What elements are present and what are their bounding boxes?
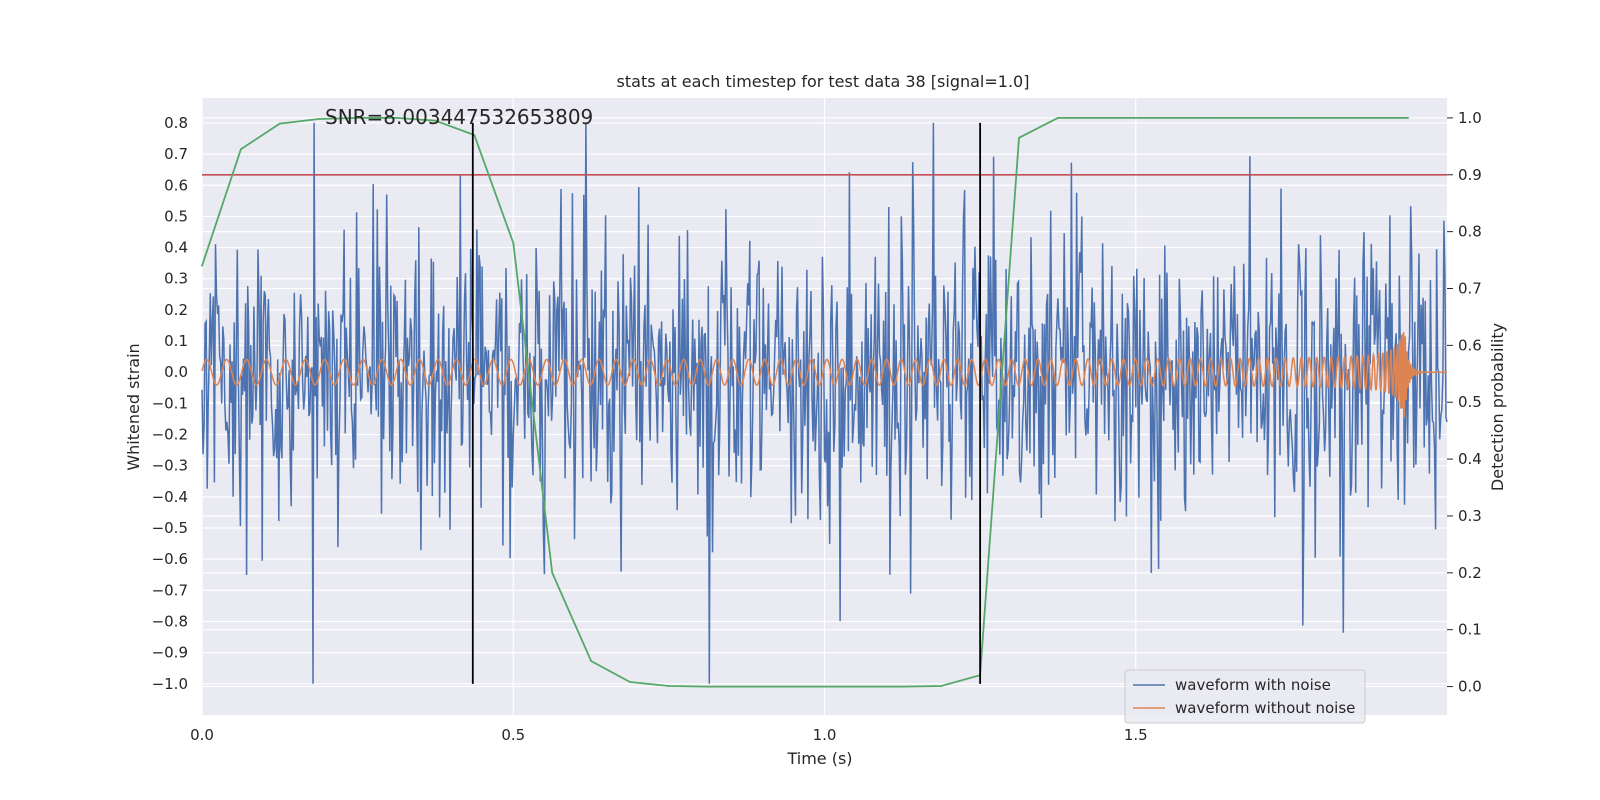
probability-point xyxy=(1368,117,1371,119)
y-right-tick-label: 0.7 xyxy=(1458,280,1482,298)
y-left-tick-label: −0.8 xyxy=(152,613,188,631)
y-right-tick-label: 0.6 xyxy=(1458,336,1482,354)
probability-point xyxy=(1407,117,1409,119)
probability-point xyxy=(706,685,709,688)
y-right-tick-label: 0.4 xyxy=(1458,450,1482,468)
probability-point xyxy=(901,685,904,688)
chart-title: stats at each timestep for test data 38 … xyxy=(617,72,1030,91)
x-axis-label: Time (s) xyxy=(786,749,852,768)
y-left-tick-label: −0.6 xyxy=(152,550,188,568)
clean-waveform-line xyxy=(201,332,1447,418)
probability-point xyxy=(784,685,787,688)
x-tick-label: 1.5 xyxy=(1124,726,1148,744)
vertical-markers xyxy=(471,122,982,684)
probability-point xyxy=(434,119,437,122)
probability-point xyxy=(278,122,281,125)
x-tick-label: 1.0 xyxy=(813,726,837,744)
probability-point xyxy=(1329,117,1332,119)
y-left-tick-label: −0.9 xyxy=(152,644,188,662)
probability-point xyxy=(240,148,242,151)
y-left-tick-label: 0.0 xyxy=(164,363,188,381)
probability-point xyxy=(1095,117,1098,119)
probability-point xyxy=(395,117,398,119)
y-right-tick-label: 0.1 xyxy=(1458,621,1482,639)
legend-label-waveform-with-noise: waveform with noise xyxy=(1175,676,1331,694)
probability-point xyxy=(862,685,865,688)
y-right-tick-label: 0.8 xyxy=(1458,223,1482,241)
y-left-tick-label: −0.4 xyxy=(152,488,188,506)
y-left-tick-label: −0.1 xyxy=(152,394,188,412)
probability-point xyxy=(1057,117,1059,119)
legend: waveform with noise waveform without noi… xyxy=(1124,669,1366,724)
probability-point xyxy=(473,134,476,136)
y-right-tick-label: 0.2 xyxy=(1458,564,1482,582)
probability-point xyxy=(551,571,554,574)
probability-point xyxy=(512,242,515,244)
y-left-tick-label: 0.1 xyxy=(164,332,188,350)
y-left-tick-label: 0.7 xyxy=(164,145,188,163)
probability-point xyxy=(590,660,592,662)
probability-point xyxy=(1134,117,1137,119)
probability-point xyxy=(1018,136,1020,139)
probability-line xyxy=(201,117,1409,688)
x-tick-label: 0.5 xyxy=(501,726,525,744)
y-right-tick-label: 1.0 xyxy=(1458,109,1482,127)
left-y-axis-label: Whitened strain xyxy=(124,343,143,470)
y-left-tick-label: 0.3 xyxy=(164,270,188,288)
y-right-tick-label: 0.0 xyxy=(1458,678,1482,696)
probability-point xyxy=(1173,117,1176,119)
y-left-tick-label: 0.2 xyxy=(164,301,188,319)
legend-box xyxy=(1124,669,1366,724)
x-tick-label: 0.0 xyxy=(190,726,214,744)
probability-point xyxy=(629,681,631,683)
probability-point xyxy=(1290,117,1293,119)
probability-point xyxy=(823,685,826,688)
probability-point xyxy=(201,264,203,267)
y-left-tick-label: −0.2 xyxy=(152,426,188,444)
y-left-tick-label: −0.7 xyxy=(152,581,188,599)
probability-point xyxy=(1251,117,1254,119)
probability-point xyxy=(668,685,670,687)
y-left-tick-label: 0.6 xyxy=(164,176,188,194)
y-right-tick-label: 0.5 xyxy=(1458,393,1482,411)
legend-label-waveform-without-noise: waveform without noise xyxy=(1175,699,1355,717)
y-right-tick-label: 0.3 xyxy=(1458,507,1482,525)
y-left-tick-label: −0.3 xyxy=(152,457,188,475)
y-left-tick-label: −1.0 xyxy=(152,675,188,693)
probability-point xyxy=(1212,117,1215,119)
probability-point xyxy=(356,117,359,119)
left-y-axis-ticks: 0.8 0.7 0.6 0.5 0.4 0.3 0.2 0.1 0.0 −0.1 −0.2 −0.3 −… xyxy=(152,114,188,693)
probability-point xyxy=(317,118,320,120)
x-axis-ticks: 0.0 0.5 1.0 1.5 xyxy=(190,726,1148,744)
snr-annotation: SNR=8.003447532653809 xyxy=(325,105,593,129)
y-left-tick-label: 0.4 xyxy=(164,239,188,257)
y-left-tick-label: 0.8 xyxy=(164,114,188,132)
y-left-tick-label: 0.5 xyxy=(164,207,188,225)
probability-point xyxy=(940,685,943,687)
right-y-axis-label: Detection probability xyxy=(1488,323,1507,491)
series-waveform-without-noise xyxy=(201,332,1447,418)
y-right-tick-label: 0.9 xyxy=(1458,166,1482,184)
right-y-axis-ticks: 1.0 0.9 0.8 0.7 0.6 0.5 0.4 0.3 0.2 0.1 0.0 xyxy=(1447,109,1482,696)
y-left-tick-label: −0.5 xyxy=(152,519,188,537)
probability-point xyxy=(745,685,748,688)
